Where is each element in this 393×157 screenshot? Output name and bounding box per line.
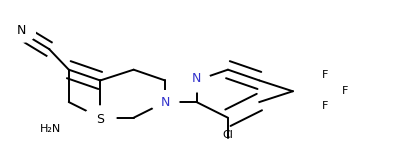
Text: H₂N: H₂N [40,124,61,134]
Ellipse shape [183,69,210,92]
Text: N: N [160,96,170,109]
Text: S: S [96,113,104,126]
Text: F: F [322,101,329,111]
Ellipse shape [8,23,35,42]
Ellipse shape [84,106,116,130]
Text: N: N [192,72,201,85]
Ellipse shape [151,91,179,113]
Text: Cl: Cl [222,130,233,140]
Text: N: N [17,24,26,37]
Text: F: F [342,86,348,96]
Text: F: F [322,70,329,80]
